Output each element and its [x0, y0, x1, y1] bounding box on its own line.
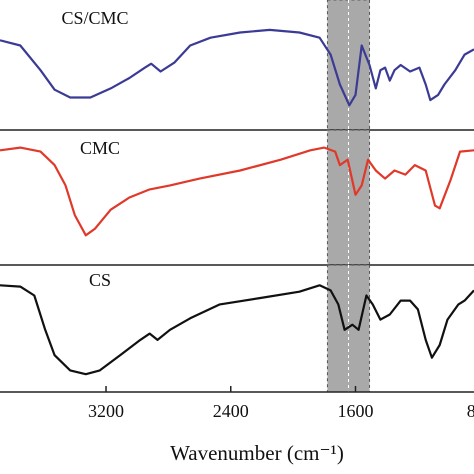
series-label: CS [89, 270, 111, 290]
x-axis-title: Wavenumber (cm⁻¹) [170, 441, 344, 465]
spectrum-line [0, 284, 474, 376]
spectrum-line [0, 28, 474, 107]
spectrum-line [0, 146, 474, 237]
series-label: CMC [80, 138, 120, 158]
x-tick-label: 2400 [213, 401, 249, 421]
x-tick-label: 3200 [88, 401, 124, 421]
x-tick-label: 800 [467, 401, 474, 421]
x-tick-label: 1600 [338, 401, 374, 421]
series-label: CS/CMC [61, 8, 128, 28]
